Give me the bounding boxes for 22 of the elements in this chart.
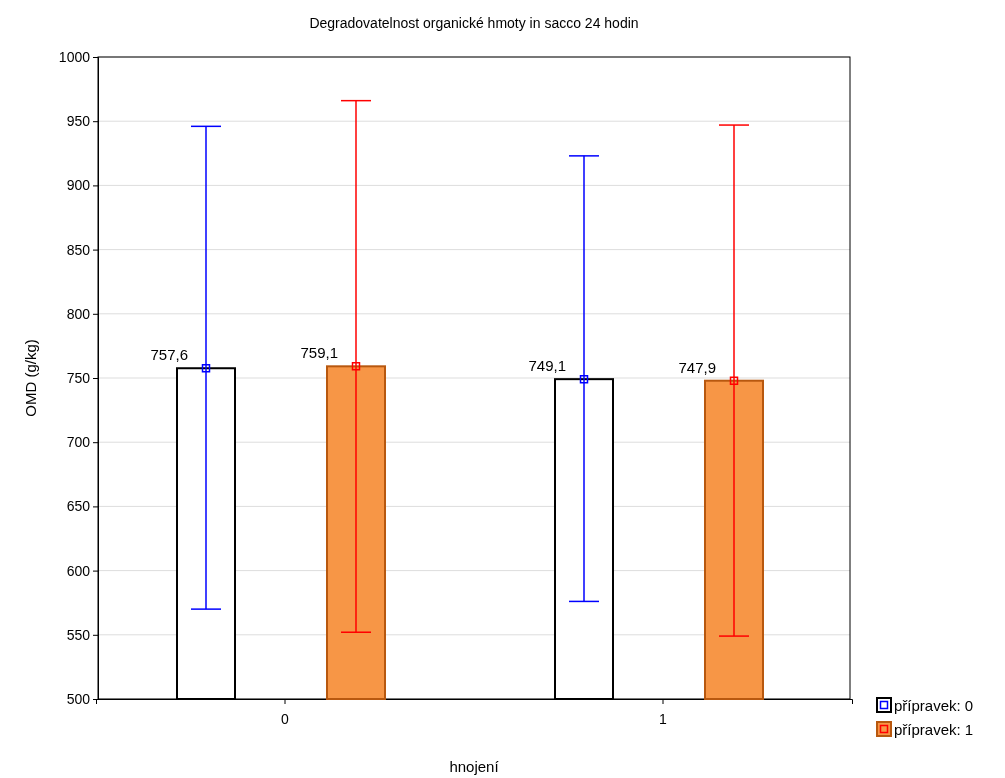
y-axis-title: OMD (g/kg) bbox=[22, 339, 39, 417]
legend-label: přípravek: 0 bbox=[894, 697, 974, 714]
y-tick-label: 950 bbox=[66, 113, 91, 130]
y-tick-label: 500 bbox=[66, 690, 91, 707]
y-tick-label: 550 bbox=[66, 626, 91, 643]
legend-label: přípravek: 1 bbox=[894, 721, 974, 738]
x-tick-label: 0 bbox=[281, 710, 290, 727]
y-tick-label: 600 bbox=[66, 562, 91, 579]
x-tick-label: 1 bbox=[659, 710, 668, 727]
y-tick-label: 850 bbox=[66, 241, 91, 258]
y-tick-label: 900 bbox=[66, 177, 91, 194]
y-tick-label: 750 bbox=[66, 369, 91, 386]
y-tick-label: 1000 bbox=[58, 48, 91, 65]
data-label: 759,1 bbox=[300, 344, 338, 362]
data-label: 747,9 bbox=[678, 358, 716, 376]
y-tick-label: 700 bbox=[66, 434, 91, 451]
data-label: 749,1 bbox=[528, 357, 566, 375]
y-tick-label: 800 bbox=[66, 305, 91, 322]
chart-title: Degradovatelnost organické hmoty in sacco 24 hodin bbox=[309, 15, 639, 31]
data-label: 757,6 bbox=[150, 346, 188, 364]
y-tick-label: 650 bbox=[66, 498, 91, 515]
x-axis-title: hnojení bbox=[449, 758, 500, 775]
